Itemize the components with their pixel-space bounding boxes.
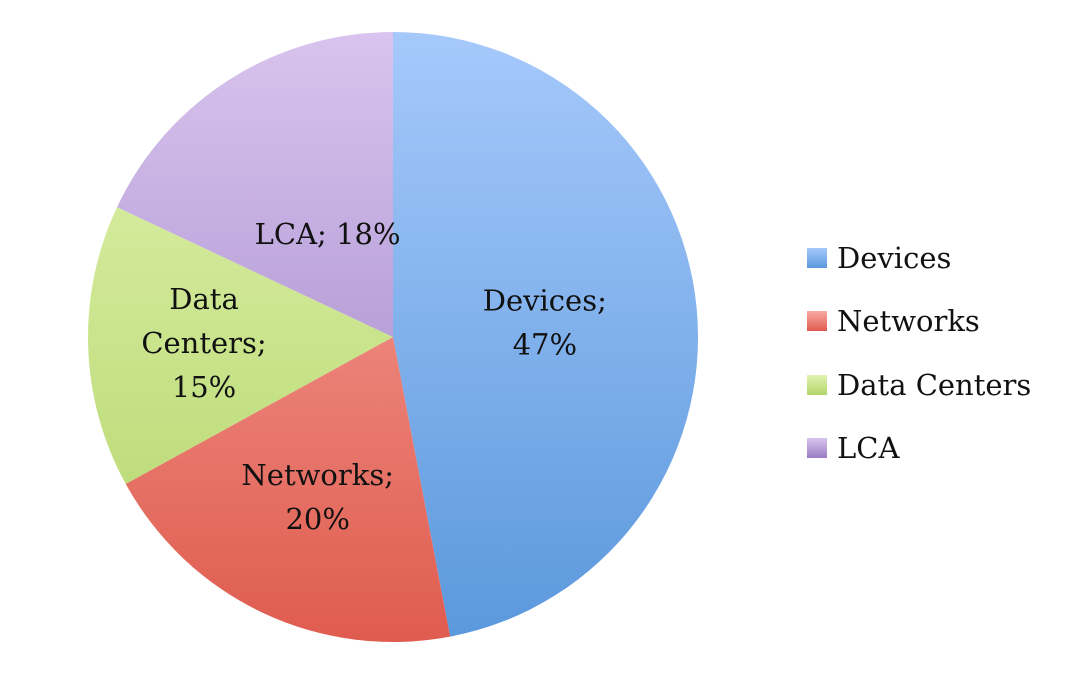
- legend-label-lca: LCA: [837, 431, 900, 466]
- data-label-data-centers: Data Centers; 15%: [141, 282, 266, 404]
- legend-item-lca: LCA: [807, 417, 1031, 481]
- legend-item-devices: Devices: [807, 226, 1031, 290]
- legend-item-networks: Networks: [807, 290, 1031, 354]
- legend-swatch-networks: [807, 311, 827, 332]
- data-label-lca: LCA; 18%: [255, 217, 401, 251]
- chart-legend: Devices Networks Data Centers LCA: [807, 226, 1031, 480]
- data-label-devices: Devices; 47%: [483, 284, 607, 362]
- pie-slice-networks: [125, 337, 451, 643]
- data-label-networks: Networks; 20%: [241, 458, 394, 536]
- legend-swatch-lca: [807, 438, 827, 459]
- legend-swatch-devices: [807, 247, 827, 268]
- legend-label-devices: Devices: [837, 240, 952, 275]
- pie-data-labels: Devices; 47% Networks; 20% Data Centers; 15% LC…: [141, 217, 607, 536]
- pie-slice-lca: [117, 32, 393, 337]
- pie-slice-data-centers: [88, 207, 394, 484]
- pie-slices: [88, 32, 699, 643]
- legend-label-data-centers: Data Centers: [837, 367, 1032, 402]
- legend-label-networks: Networks: [837, 304, 980, 339]
- pie-slice-devices: [393, 32, 699, 637]
- legend-item-data-centers: Data Centers: [807, 353, 1031, 417]
- legend-swatch-data-centers: [807, 374, 827, 395]
